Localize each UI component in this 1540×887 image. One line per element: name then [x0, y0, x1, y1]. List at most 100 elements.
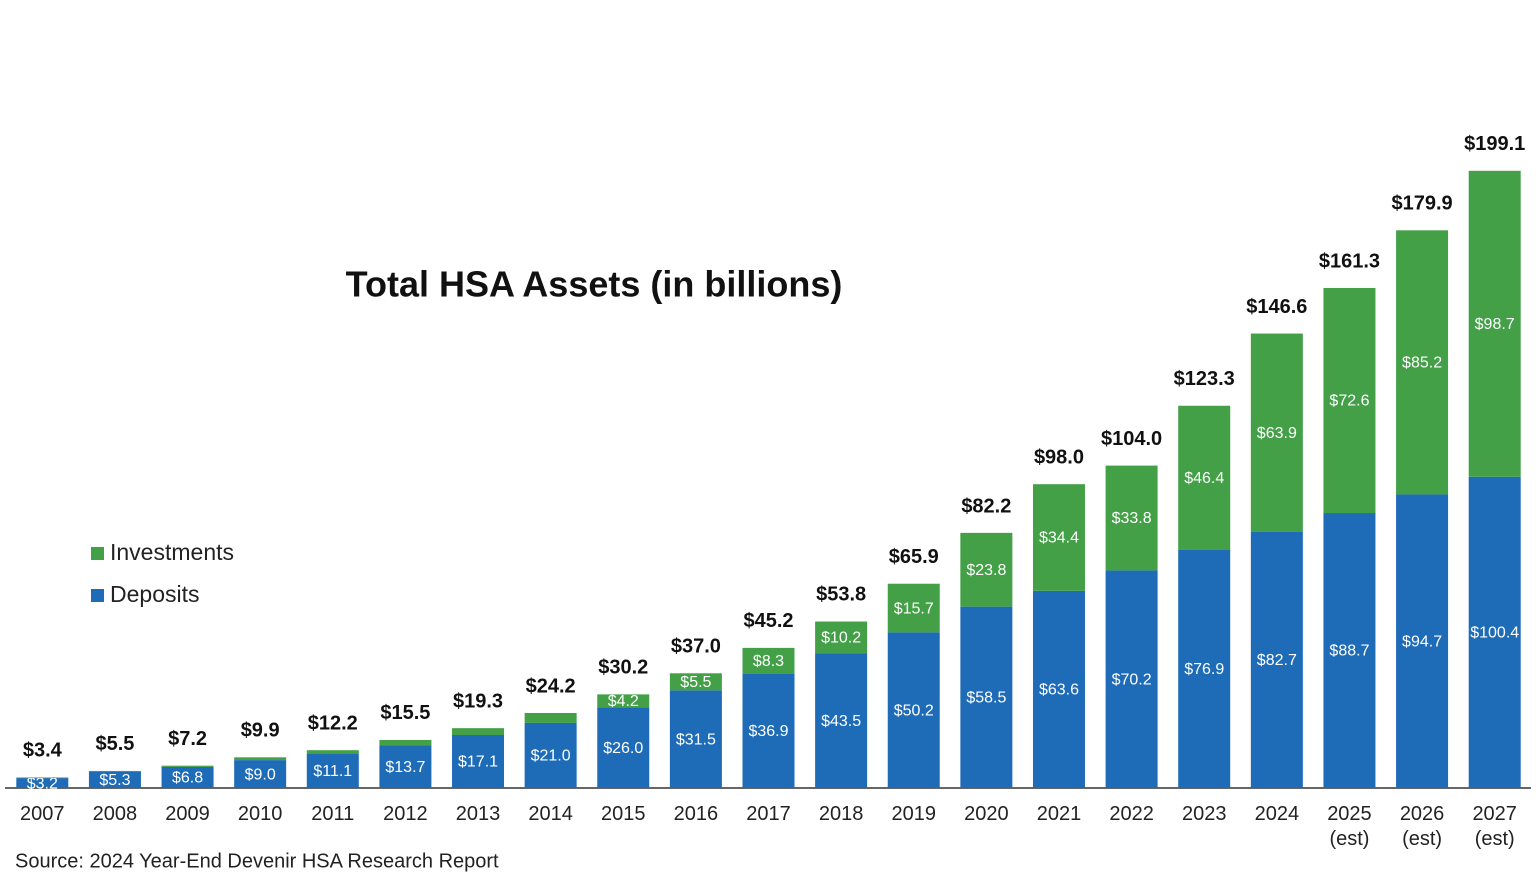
chart-title: Total HSA Assets (in billions) — [346, 264, 843, 305]
segment-label: $4.2 — [608, 693, 639, 710]
segment-label: $11.1 — [313, 763, 352, 780]
x-tick-label: 2021 — [1036, 803, 1082, 825]
segment-label: $13.7 — [385, 759, 425, 776]
bar-segment — [452, 734, 505, 788]
x-tick-label: 2009 — [165, 803, 210, 825]
total-label: $45.2 — [743, 610, 793, 632]
x-tick-label: 2013 — [455, 803, 501, 825]
bar-segment — [1032, 484, 1085, 591]
x-tick-label: 2022 — [1109, 803, 1154, 825]
segment-label: $70.2 — [1112, 671, 1152, 688]
segment-label: $94.7 — [1402, 633, 1442, 650]
segment-label: $36.9 — [748, 723, 788, 740]
source-note: Source: 2024 Year-End Devenir HSA Resear… — [15, 850, 499, 872]
total-label: $30.2 — [598, 657, 648, 679]
x-tick-label: 2019 — [891, 803, 936, 825]
bar-segment — [960, 606, 1013, 788]
total-label: $19.3 — [453, 690, 503, 712]
segment-label: $63.9 — [1257, 425, 1297, 442]
x-tick-label: 2014 — [528, 803, 573, 825]
total-label: $199.1 — [1464, 133, 1525, 155]
bar-segment — [1032, 590, 1085, 788]
total-label: $179.9 — [1391, 193, 1452, 215]
segment-label: $43.5 — [821, 713, 861, 730]
total-label: $9.9 — [241, 720, 280, 742]
legend-label: Investments — [110, 539, 234, 565]
segment-label: $88.7 — [1329, 643, 1369, 660]
total-label: $7.2 — [168, 728, 207, 750]
segment-label: $58.5 — [966, 690, 1006, 707]
segment-label: $82.7 — [1257, 652, 1297, 669]
total-label: $65.9 — [889, 546, 939, 568]
segment-label: $98.7 — [1475, 316, 1515, 333]
bar-segment — [452, 728, 505, 735]
bar-segment — [161, 766, 214, 788]
bar-segment — [742, 647, 795, 674]
segment-label: $76.9 — [1184, 661, 1224, 678]
legend-swatch — [91, 589, 104, 602]
x-tick-label: 2018 — [818, 803, 864, 825]
segment-label: $31.5 — [676, 731, 716, 748]
bar-segment — [306, 750, 359, 754]
bar-segment — [669, 673, 722, 691]
x-tick-label: 2016 — [673, 803, 719, 825]
bar-segment — [1105, 465, 1158, 571]
bar-segment — [161, 765, 214, 767]
bar-segment — [379, 739, 432, 746]
bar-segment — [234, 757, 287, 761]
bar-segment — [1250, 531, 1303, 788]
x-tick-label: 2012 — [383, 803, 428, 825]
x-tick-label: 2025 (est) — [1327, 803, 1372, 850]
x-tick-label: 2015 — [601, 803, 646, 825]
total-label: $82.2 — [961, 495, 1011, 517]
total-label: $98.0 — [1034, 446, 1084, 468]
bar-segment — [88, 771, 141, 788]
x-tick-label: 2020 — [964, 803, 1009, 825]
total-label: $37.0 — [671, 636, 721, 658]
bar-segment — [1396, 230, 1449, 495]
bar-segment — [379, 745, 432, 788]
bar-segment — [524, 712, 577, 723]
bar-segment — [88, 770, 141, 772]
total-label: $146.6 — [1246, 296, 1307, 318]
bar-segment — [1250, 333, 1303, 532]
bar-segment — [16, 777, 69, 779]
segment-label: $21.0 — [531, 748, 571, 765]
bar-segment — [1323, 513, 1376, 788]
segment-label: $26.0 — [603, 740, 643, 757]
total-label: $123.3 — [1174, 368, 1235, 390]
bar-segment — [524, 722, 577, 788]
bar-segment — [306, 753, 359, 788]
segment-label: $46.4 — [1184, 470, 1224, 487]
x-tick-label: 2008 — [92, 803, 138, 825]
segment-label: $100.4 — [1470, 625, 1519, 642]
bar-segment — [16, 778, 69, 788]
bar-segment — [815, 653, 868, 788]
total-label: $3.4 — [23, 740, 63, 762]
total-label: $161.3 — [1319, 250, 1380, 272]
total-label: $5.5 — [95, 733, 134, 755]
segment-label: $85.2 — [1402, 355, 1442, 372]
bar-segment — [597, 694, 650, 708]
x-tick-label: 2017 — [746, 803, 791, 825]
bar-segment — [1178, 549, 1231, 788]
legend-swatch — [91, 547, 104, 560]
segment-label: $72.6 — [1329, 393, 1369, 410]
segment-label: $3.2 — [27, 775, 58, 792]
segment-label: $23.8 — [966, 562, 1006, 579]
bar-segment — [1468, 476, 1521, 788]
segment-label: $5.5 — [680, 674, 711, 691]
segment-label: $15.7 — [894, 600, 934, 617]
bar-segment — [1396, 494, 1449, 788]
x-tick-label: 2011 — [311, 803, 355, 825]
bar-segment — [234, 760, 287, 788]
total-label: $104.0 — [1101, 428, 1162, 450]
segment-label: $10.2 — [821, 630, 861, 647]
total-label: $12.2 — [308, 712, 358, 734]
x-tick-label: 2024 — [1254, 803, 1300, 825]
x-tick-label: 2026 (est) — [1399, 803, 1445, 850]
bar-segment — [887, 583, 940, 633]
bar-segment — [597, 707, 650, 788]
legend-label: Deposits — [110, 581, 199, 607]
